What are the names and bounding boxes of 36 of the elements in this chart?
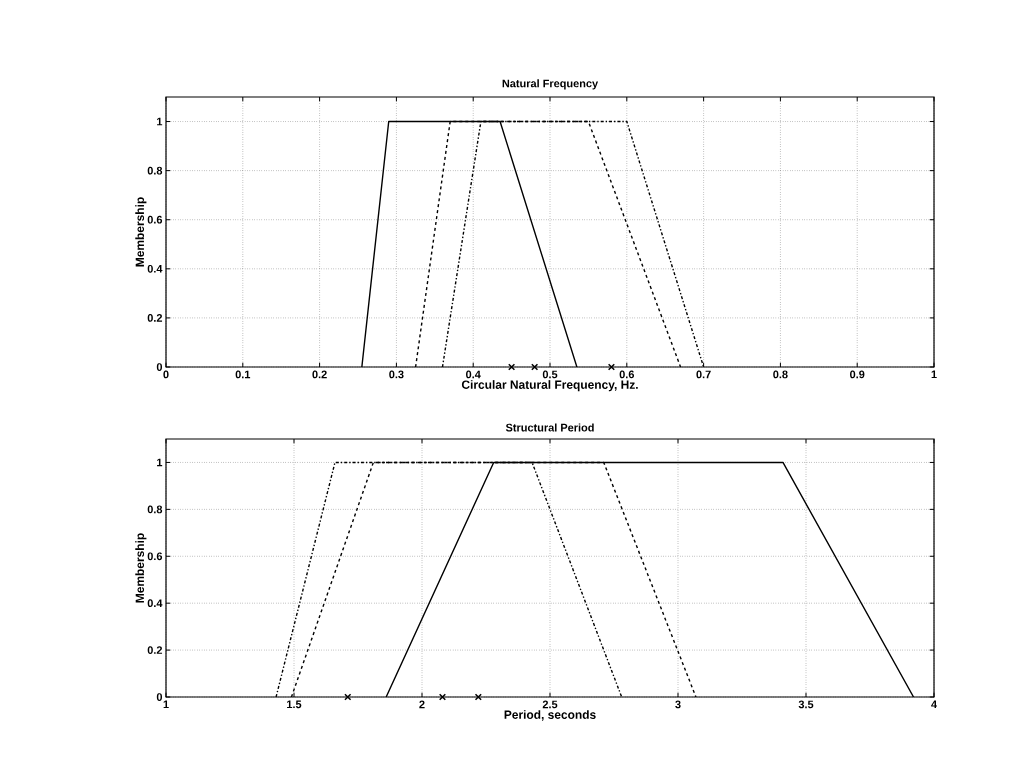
- x-tick-label: 0.9: [850, 370, 865, 379]
- y-axis-title: Membership: [135, 533, 147, 603]
- y-tick-label: 0.4: [147, 264, 163, 273]
- y-tick-label: 1: [157, 458, 163, 467]
- x-tick-label: 0.2: [312, 370, 327, 379]
- y-tick-label: 0.6: [147, 215, 163, 224]
- x-tick-label: 0.7: [696, 370, 711, 379]
- x-tick-label: 0.1: [235, 370, 251, 379]
- x-tick-label: 3.5: [798, 700, 814, 709]
- y-tick-label: 0.8: [147, 166, 163, 175]
- y-tick-label: 0.6: [147, 552, 163, 561]
- x-tick-label: 2.5: [542, 700, 558, 709]
- x-tick-label: 1.5: [287, 700, 302, 709]
- x-tick-label: 3: [675, 700, 681, 709]
- x-axis-title: Period, seconds: [504, 710, 596, 721]
- x-tick-label: 0.6: [619, 370, 635, 379]
- y-tick-label: 0: [156, 363, 163, 371]
- x-tick-label: 1: [931, 370, 937, 379]
- x-tick-label: 0.8: [773, 370, 788, 379]
- x-tick-label: 4: [931, 700, 937, 709]
- y-tick-label: 0: [156, 693, 163, 701]
- x-tick-label: 0.4: [466, 370, 481, 379]
- x-axis-title: Circular Natural Frequency, Hz.: [461, 380, 638, 392]
- y-axis-title: Membership: [135, 197, 147, 267]
- x-tick-label: 0: [163, 370, 169, 379]
- y-tick-label: 0.2: [147, 314, 163, 322]
- chart-title: Structural Period: [505, 423, 594, 432]
- x-tick-label: 1: [163, 700, 169, 709]
- chart-title: Natural Frequency: [502, 79, 599, 90]
- x-tick-label: 0.5: [542, 370, 558, 379]
- y-tick-label: 0.2: [147, 646, 163, 654]
- y-tick-label: 0.4: [147, 599, 163, 608]
- x-tick-label: 2: [419, 700, 425, 709]
- y-tick-label: 1: [157, 117, 163, 126]
- x-tick-label: 0.3: [389, 370, 404, 379]
- y-tick-label: 0.8: [147, 505, 163, 514]
